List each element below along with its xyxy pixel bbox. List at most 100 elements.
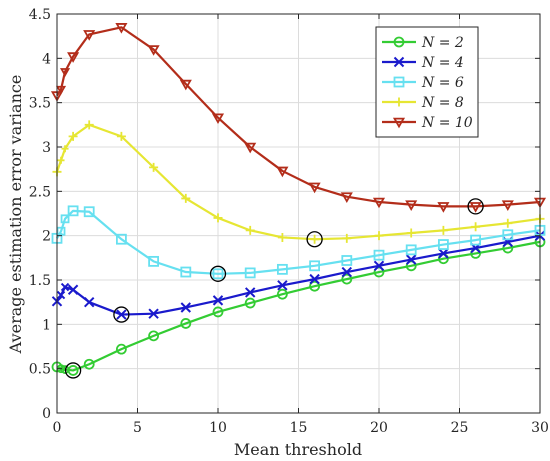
data-point-circle	[276, 288, 288, 300]
data-point-square	[405, 244, 417, 256]
y-axis-ticks: 0 0.5 1 1.5 2 2.5 3 3.5 4 4.5	[29, 7, 540, 422]
data-point-x	[393, 56, 405, 68]
data-point-square	[309, 260, 321, 272]
data-point-x	[67, 284, 79, 295]
x-tick-label: 20	[370, 420, 388, 436]
data-point-square	[393, 76, 405, 88]
data-point-square	[276, 263, 288, 275]
data-point-circle	[83, 358, 95, 370]
series-line	[56, 240, 541, 372]
data-point-plus	[61, 145, 69, 153]
optimum-marker-circle	[467, 198, 484, 215]
x-tick-label: 10	[209, 420, 227, 436]
data-point-triangle	[55, 85, 67, 95]
legend-item: N = 10	[382, 115, 473, 131]
data-point-x	[277, 280, 288, 291]
data-point-x	[244, 287, 256, 298]
data-point-x	[56, 290, 66, 300]
data-point-square	[502, 229, 514, 241]
data-point-circle	[180, 318, 192, 329]
series-group	[51, 230, 546, 320]
x-axis-ticks: 0 5 10 15 20 25 30	[53, 14, 549, 436]
data-point-x	[405, 254, 417, 265]
data-point-square	[83, 206, 95, 218]
y-tick-label: 0	[42, 406, 51, 422]
y-tick-label: 2.5	[29, 184, 51, 200]
data-point-triangle	[179, 79, 192, 91]
data-point-triangle	[67, 52, 80, 63]
series-group	[51, 236, 546, 376]
data-point-square	[116, 233, 127, 245]
data-point-x	[309, 273, 320, 285]
data-point-triangle	[308, 182, 321, 194]
data-point-square	[67, 205, 79, 217]
data-point-square	[60, 214, 70, 224]
y-tick-label: 2	[42, 229, 51, 245]
legend-item: N = 6	[382, 75, 464, 91]
data-point-triangle	[244, 142, 257, 154]
plot-series	[50, 23, 547, 376]
series-line	[56, 209, 541, 275]
data-point-circle	[373, 266, 385, 278]
optimum-marker-circle	[306, 231, 323, 248]
data-point-plus	[245, 225, 255, 235]
x-tick-label: 0	[53, 420, 62, 436]
legend-label: N = 8	[421, 95, 464, 111]
data-point-triangle	[147, 45, 160, 56]
data-point-plus	[503, 218, 513, 228]
data-point-circle	[309, 280, 321, 292]
legend-label: N = 2	[421, 35, 464, 51]
data-point-triangle	[372, 197, 386, 209]
data-point-plus	[116, 131, 126, 141]
data-point-triangle	[405, 200, 418, 211]
data-point-circle	[67, 365, 79, 376]
y-tick-label: 3.5	[29, 96, 51, 112]
series-group	[50, 23, 547, 213]
data-point-triangle	[115, 23, 128, 34]
data-point-square	[180, 266, 192, 278]
y-tick-label: 4	[42, 51, 51, 67]
data-point-triangle	[469, 202, 482, 213]
data-point-plus	[394, 97, 404, 107]
data-point-square	[56, 226, 66, 236]
data-point-circle	[341, 273, 353, 285]
y-tick-label: 1.5	[29, 273, 51, 289]
data-point-plus	[310, 234, 320, 244]
data-point-square	[341, 255, 353, 266]
data-point-plus	[342, 233, 352, 243]
data-point-plus	[68, 131, 78, 141]
data-point-triangle	[501, 200, 514, 211]
series-group	[52, 120, 545, 244]
x-tick-label: 15	[290, 420, 308, 436]
data-point-circle	[405, 260, 417, 272]
data-point-plus	[84, 120, 94, 130]
y-tick-label: 0.5	[29, 362, 51, 378]
optimum-highlight-circles	[64, 198, 484, 379]
legend-item: N = 4	[382, 55, 464, 71]
data-point-x	[180, 302, 192, 313]
data-point-x	[60, 282, 70, 292]
y-tick-label: 1	[42, 317, 51, 333]
data-point-circle	[148, 330, 160, 342]
optimum-marker-circle	[209, 265, 227, 282]
data-point-circle	[393, 36, 405, 48]
legend-label: N = 6	[421, 75, 464, 91]
y-tick-label: 4.5	[29, 7, 51, 23]
data-point-circle	[212, 306, 224, 318]
data-point-square	[470, 234, 482, 246]
data-point-plus	[213, 213, 223, 223]
data-point-circle	[116, 343, 127, 355]
optimum-marker-circle	[113, 306, 130, 323]
data-point-plus	[374, 231, 384, 241]
data-point-x	[341, 266, 353, 278]
data-point-x	[438, 248, 449, 259]
data-point-square	[212, 268, 224, 280]
x-tick-label: 25	[451, 420, 469, 436]
x-tick-label: 30	[531, 420, 549, 436]
data-point-square	[148, 255, 160, 267]
legend-item: N = 2	[382, 35, 464, 51]
data-point-plus	[438, 225, 448, 235]
data-point-triangle	[59, 68, 71, 77]
data-point-triangle	[392, 117, 406, 129]
